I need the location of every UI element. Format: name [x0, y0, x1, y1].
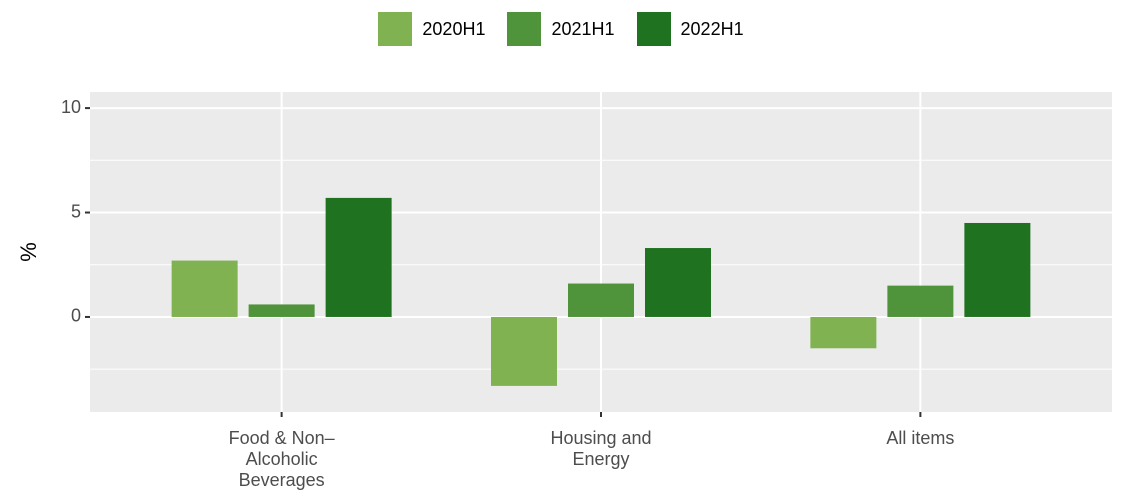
bar — [248, 304, 315, 317]
y-axis-title: % — [16, 242, 41, 262]
legend-item: 2022H1 — [636, 12, 744, 46]
bar — [325, 197, 392, 317]
legend-label: 2020H1 — [422, 18, 486, 39]
bar — [810, 316, 877, 349]
bar — [964, 222, 1031, 317]
legend-item: 2020H1 — [378, 12, 485, 46]
legend-swatch — [378, 12, 413, 46]
legend-label: 2022H1 — [680, 18, 744, 39]
legend-swatch — [636, 12, 671, 46]
bar — [645, 248, 711, 317]
x-tick-label: Housing and Energy — [550, 428, 652, 469]
y-tick-label: 0 — [71, 306, 81, 326]
legend: 2020H1 2021H1 2022H1 — [0, 12, 1122, 46]
x-tick-label: All items — [886, 428, 955, 448]
bar — [491, 316, 557, 386]
bar — [568, 283, 634, 317]
bar — [887, 285, 954, 317]
y-tick-label: 5 — [71, 201, 81, 221]
legend-item: 2021H1 — [507, 12, 615, 46]
legend-label: 2021H1 — [551, 18, 615, 39]
bar — [171, 260, 238, 317]
legend-swatch — [507, 12, 542, 46]
y-tick-label: 10 — [61, 97, 81, 117]
x-tick-label: Food & Non– Alcoholic Beverages — [228, 428, 335, 490]
